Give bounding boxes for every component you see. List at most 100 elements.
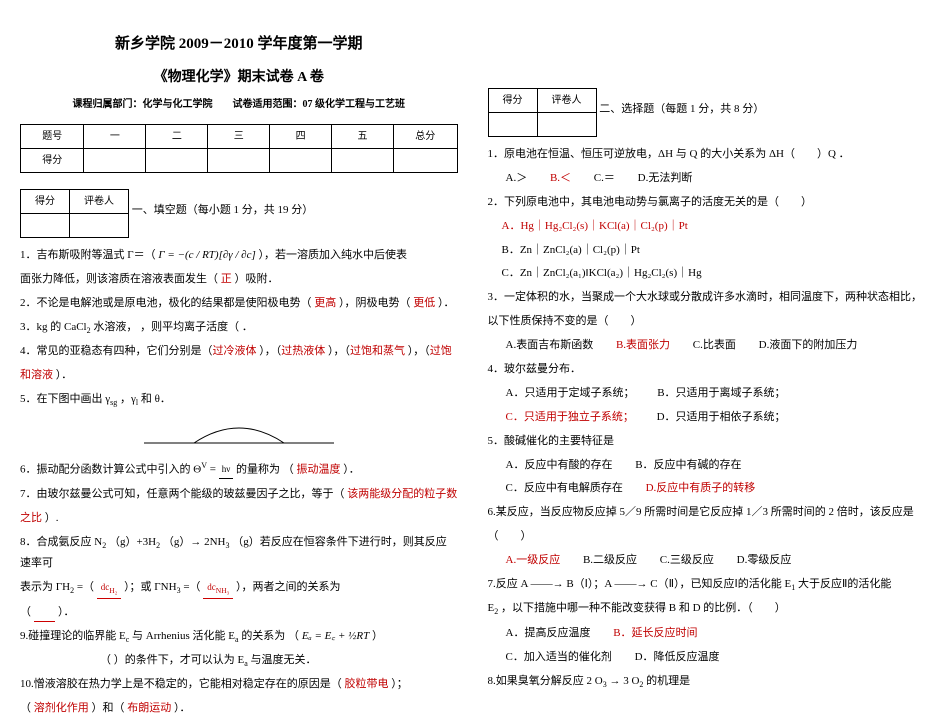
q-text: ）吸附．	[235, 273, 279, 285]
q-text: 的量称为 （	[236, 464, 294, 476]
cell: 得分	[21, 149, 84, 173]
cell: 三	[208, 125, 270, 149]
answer: 之比	[20, 512, 42, 524]
table-row: 题号 一 二 三 四 五 总分	[21, 125, 458, 149]
section2-header: 得分评卷人 二、选择题（每题 1 分，共 8 分）	[488, 78, 926, 141]
q-text: ）；或 ΓNH	[124, 581, 177, 593]
cell: 得分	[21, 190, 70, 214]
q-text: ），（	[259, 345, 281, 357]
rq2: 2．下列原电池中，其电池电动势与氯离子的活度无关的是（ ）	[488, 192, 926, 213]
q3: 3．kg 的 CaCl2 水溶液， ，则平均离子活度（ ．	[20, 317, 458, 338]
fraction: dcH₂	[97, 579, 122, 599]
opt-d: D.零级反应	[737, 550, 792, 571]
rq1-opts: A.＞ B.＜ C.＝ D.无法判断	[506, 168, 926, 189]
q10-cont: （ 溶剂化作用 ）和（ 布朗运动 ）．	[20, 698, 458, 719]
mini-score-table: 得分评卷人	[488, 88, 597, 137]
answer: 正	[221, 273, 235, 285]
q7: 7．由玻尔兹曼公式可知，任意两个能级的玻兹曼因子之比，等于（ 该两能级分配的粒子…	[20, 484, 458, 505]
q-text: （	[20, 606, 31, 618]
q-text: ．	[242, 321, 253, 333]
cell: 得分	[488, 89, 537, 113]
q-text: （g）+3H	[109, 536, 156, 548]
q-text: 8．合成氨反应 N	[20, 536, 102, 548]
q-text: ）的条件下，才可以认为 E	[114, 654, 244, 666]
opt-a: A.＞	[506, 168, 528, 189]
q-text: 大于反应Ⅱ的活化能	[798, 578, 891, 590]
opt-a: A．提高反应温度	[506, 623, 591, 644]
rq3b: 以下性质保持不变的是（ ）	[488, 311, 926, 332]
opt-d: D.无法判断	[638, 168, 693, 189]
subscript: sg	[110, 398, 117, 407]
mini-score-table: 得分评卷人	[20, 189, 129, 238]
q-text: ）.	[45, 512, 59, 524]
cell	[84, 149, 146, 173]
subscript: 2	[87, 326, 91, 335]
rq4-opts1: A．只适用于定域子系统； B．只适用于离域子系统；	[506, 383, 926, 404]
cell	[208, 149, 270, 173]
q8: 8．合成氨反应 N2 （g）+3H2 （g）→ 2NH3 （g）若反应在恒容条件…	[20, 532, 458, 574]
q8-cont2: （ ）．	[20, 602, 458, 623]
dept-line: 课程归属部门：化学与化工学院 试卷适用范围：07 级化学工程与工艺班	[20, 95, 458, 114]
section1-header: 得分评卷人 一、填空题（每小题 1 分，共 19 分）	[20, 179, 458, 242]
spacer	[488, 30, 926, 78]
q1: 1．吉布斯吸附等温式 Γ＝（ Γ = −(c / RT)[∂γ / ∂c] ），…	[20, 245, 458, 266]
q-text: （g）→ 2NH	[163, 536, 226, 548]
q-text: 7．由玻尔兹曼公式可知，任意两个能级的玻兹曼因子之比，等于（	[20, 488, 345, 500]
formula: Eₐ = E꜀ + ½RT	[302, 630, 369, 642]
q-text: ，则平均离子活度（	[140, 321, 239, 333]
opt-d: D.液面下的附加压力	[759, 335, 858, 356]
cell: 总分	[393, 125, 457, 149]
answer: 过饱	[430, 345, 452, 357]
cell	[270, 149, 332, 173]
subscript: 2	[494, 608, 498, 617]
opt-b: B．延长反应时间	[613, 623, 697, 644]
q-text: 2．不论是电解池或是原电池，极化的结果都是使阳极电势（	[20, 297, 312, 309]
opt-a: A．反应中有酸的存在	[506, 455, 613, 476]
q-text: ）．	[58, 606, 75, 618]
opt-c: C.比表面	[693, 335, 736, 356]
q-text: 1．吉布斯吸附等温式 Γ＝（	[20, 249, 156, 261]
rq7: 7.反应 A ——→ B（Ⅰ）；A ——→ C（Ⅱ），已知反应Ⅰ的活化能 E1 …	[488, 574, 926, 595]
rq5: 5．酸碱催化的主要特征是	[488, 431, 926, 452]
subscript: a	[235, 635, 239, 644]
rq2-c: C．Zn｜ZnCl₂(a₁)‖KCl(a₂)｜Hg₂Cl₂(s)｜Hg	[502, 263, 926, 284]
subscript: 3	[603, 680, 607, 689]
q-text: 与 Arrhenius 活化能 E	[132, 630, 235, 642]
cell: 一	[84, 125, 146, 149]
q-text: 5．在下图中画出 γ	[20, 393, 110, 405]
opt-a: A．只适用于定域子系统；	[506, 383, 635, 404]
cell	[332, 149, 394, 173]
section1-label: 一、填空题（每小题 1 分，共 19 分）	[132, 204, 314, 216]
q-text: 7.反应 A ——→ B（Ⅰ）；A ——→ C（Ⅱ），已知反应Ⅰ的活化能 E	[488, 578, 792, 590]
cell: 五	[332, 125, 394, 149]
q-text: 与温度无关．	[251, 654, 317, 666]
opt-d: D．只适用于相依子系统；	[657, 407, 786, 428]
cell	[70, 214, 129, 238]
rq4: 4．玻尔兹曼分布．	[488, 359, 926, 380]
answer: 更高	[314, 297, 336, 309]
q-text: =	[210, 464, 219, 476]
q2: 2．不论是电解池或是原电池，极化的结果都是使阳极电势（ 更高 ），阴极电势（ 更…	[20, 293, 458, 314]
q6: 6．振动配分函数计算公式中引入的 ΘV = hν 的量称为 （ 振动温度 ）．	[20, 458, 458, 481]
q-text: 3．kg 的 CaCl	[20, 321, 87, 333]
q-text: （	[100, 654, 111, 666]
opt-c: C．加入适当的催化剂	[506, 647, 612, 668]
answer: 和溶液	[20, 369, 53, 381]
q9-cont: （ ）的条件下，才可以认为 Ea 与温度无关．	[100, 650, 458, 671]
superscript: V	[201, 461, 207, 470]
q1-cont: 面张力降低，则该溶质在溶液表面发生（ 正 ）吸附．	[20, 269, 458, 290]
opt-c: C．反应中有电解质存在	[506, 478, 623, 499]
score-table: 题号 一 二 三 四 五 总分 得分	[20, 124, 458, 173]
q-text: 6．振动配分函数计算公式中引入的 Θ	[20, 464, 201, 476]
subscript: 1	[791, 583, 795, 592]
q-text: 和 θ．	[141, 393, 171, 405]
rq4-opts2: C．只适用于独立子系统； D．只适用于相依子系统；	[506, 407, 926, 428]
rq2-b: B．Zn｜ZnCl₂(a)｜Cl₂(p)｜Pt	[502, 240, 926, 261]
q4-cont: 和溶液 ）．	[20, 365, 458, 386]
sub-title: 《物理化学》期末试卷 A 卷	[20, 65, 458, 92]
rq6b: （ ）	[488, 526, 926, 547]
q10: 10.憎液溶胶在热力学上是不稳定的，它能相对稳定存在的原因是（ 胶粒带电 ）；	[20, 674, 458, 695]
q-text: ），（	[328, 345, 350, 357]
q9: 9.碰撞理论的临界能 Ec 与 Arrhenius 活化能 Ea 的关系为 （ …	[20, 626, 458, 647]
cell: 四	[270, 125, 332, 149]
